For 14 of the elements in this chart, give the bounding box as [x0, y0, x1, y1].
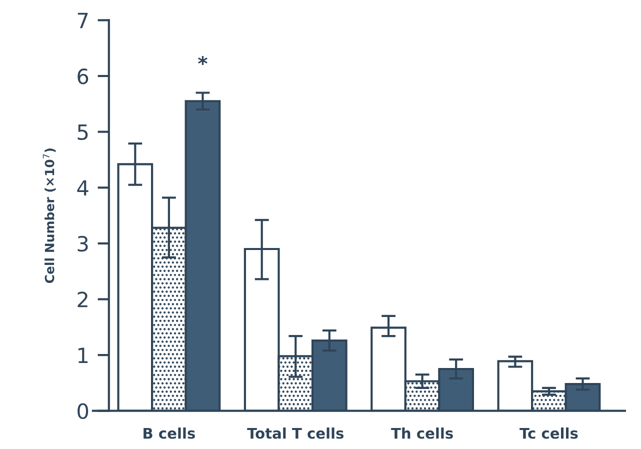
- y-tick-label: 2: [78, 292, 88, 308]
- y-tick-label: 0: [78, 403, 88, 420]
- x-tick-label: Total T cells: [247, 428, 344, 439]
- x-tick-label: Tc cells: [520, 428, 578, 439]
- x-tick-label: B cells: [144, 428, 195, 439]
- y-tick-label: 6: [78, 68, 88, 84]
- x-tick-label: Th cells: [391, 428, 453, 439]
- y-tick-label: 1: [78, 348, 88, 363]
- y-tick-label: 5: [78, 124, 88, 140]
- y-tick-label: 7: [78, 12, 88, 28]
- y-tick-label: 4: [77, 180, 88, 196]
- y-axis-title: Cell Number (×10$^{7}$): [42, 148, 56, 284]
- annotation: *: [198, 56, 208, 65]
- y-tick-label: 3: [78, 236, 88, 252]
